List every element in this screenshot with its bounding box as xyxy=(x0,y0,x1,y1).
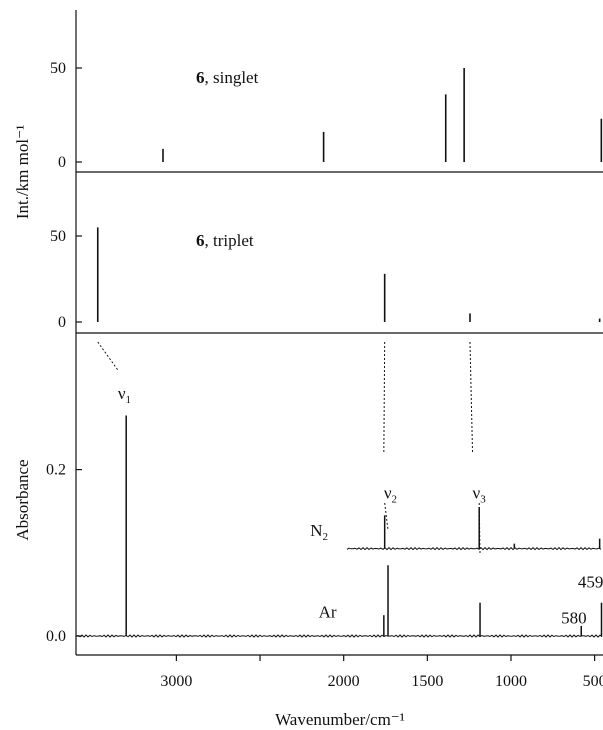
triplet-label: 6, triplet xyxy=(196,231,254,250)
x-tick-label: 1500 xyxy=(411,673,443,690)
annotation-ν3: ν3 xyxy=(473,484,487,506)
y-tick-label: 0.2 xyxy=(46,462,66,479)
annotation-n2: N2 xyxy=(310,521,328,543)
x-tick-label: 2000 xyxy=(328,673,360,690)
annotation-ν2: ν2 xyxy=(384,484,397,506)
y-axis-title-absorbance: Absorbance xyxy=(13,459,32,540)
x-tick-label: 500 xyxy=(583,673,603,690)
spectrum-trace-ar xyxy=(75,634,603,638)
x-tick-label: 1000 xyxy=(495,673,527,690)
y-axis-title-intensity: Int./km mol⁻¹ xyxy=(13,125,32,219)
annotation-459: 459 xyxy=(578,573,603,592)
y-tick-label: 50 xyxy=(50,60,66,77)
y-tick-label: 50 xyxy=(50,228,66,245)
correlation-line xyxy=(383,341,386,453)
correlation-line xyxy=(478,502,481,556)
correlation-line xyxy=(384,502,389,531)
spectrum-trace-n2 xyxy=(346,546,602,551)
y-tick-label: 0.0 xyxy=(46,628,66,645)
correlation-line xyxy=(97,341,119,371)
y-tick-label: 0 xyxy=(58,314,66,331)
annotation-ν1: ν1 xyxy=(118,384,131,406)
x-axis-title: Wavenumber/cm⁻¹ xyxy=(275,710,405,729)
singlet-label: 6, singlet xyxy=(196,68,259,87)
annotation-ar: Ar xyxy=(319,603,337,622)
x-tick-label: 3000 xyxy=(160,673,192,690)
annotation-580: 580 xyxy=(561,609,587,628)
y-tick-label: 0 xyxy=(58,154,66,171)
correlation-line xyxy=(469,341,474,453)
